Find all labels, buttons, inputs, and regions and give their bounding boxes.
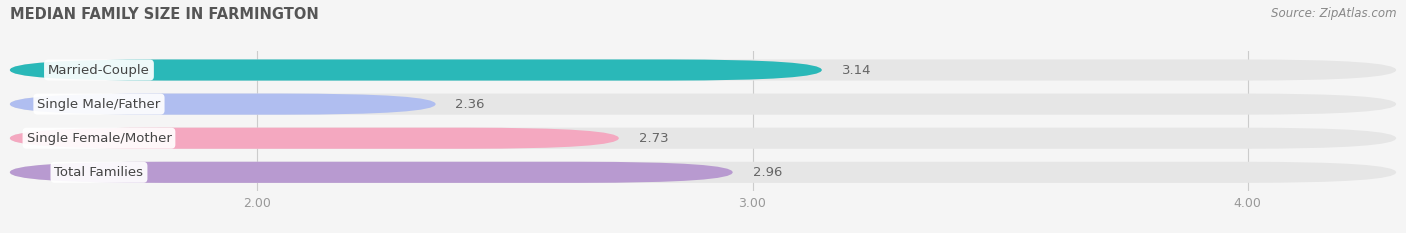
FancyBboxPatch shape <box>10 162 1396 183</box>
Text: Single Female/Mother: Single Female/Mother <box>27 132 172 145</box>
FancyBboxPatch shape <box>10 93 1396 115</box>
FancyBboxPatch shape <box>10 162 733 183</box>
FancyBboxPatch shape <box>10 128 619 149</box>
Text: 3.14: 3.14 <box>842 64 872 76</box>
FancyBboxPatch shape <box>10 128 1396 149</box>
Text: 2.36: 2.36 <box>456 98 485 111</box>
FancyBboxPatch shape <box>10 59 1396 81</box>
Text: Source: ZipAtlas.com: Source: ZipAtlas.com <box>1271 7 1396 20</box>
Text: Single Male/Father: Single Male/Father <box>38 98 160 111</box>
Text: 2.73: 2.73 <box>638 132 668 145</box>
FancyBboxPatch shape <box>10 93 436 115</box>
Text: Married-Couple: Married-Couple <box>48 64 150 76</box>
Text: Total Families: Total Families <box>55 166 143 179</box>
Text: 2.96: 2.96 <box>752 166 782 179</box>
Text: MEDIAN FAMILY SIZE IN FARMINGTON: MEDIAN FAMILY SIZE IN FARMINGTON <box>10 7 319 22</box>
FancyBboxPatch shape <box>10 59 823 81</box>
